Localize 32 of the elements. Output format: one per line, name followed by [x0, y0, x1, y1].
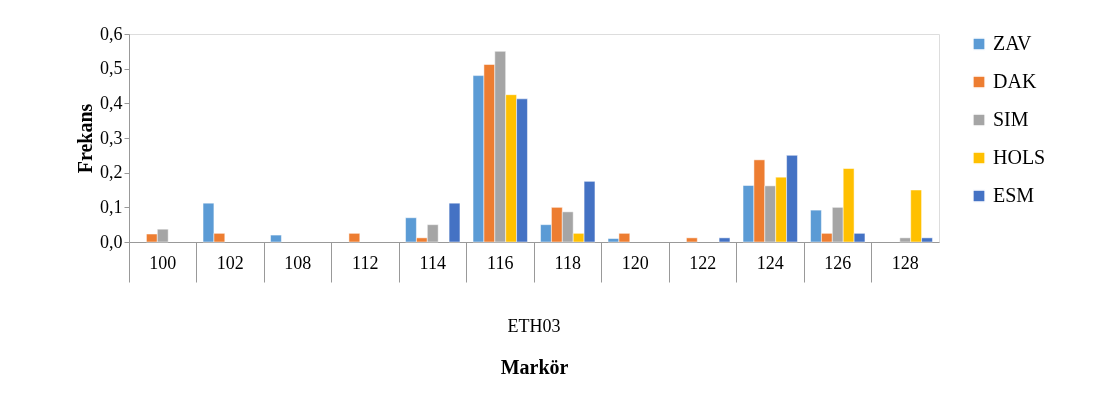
y-axis-title: Frekans	[74, 103, 96, 174]
y-tick-label: 0,1	[100, 196, 123, 217]
x-tick-label: 108	[284, 252, 312, 273]
x-axis-title: Markör	[500, 356, 569, 378]
y-tick-label: 0,2	[100, 162, 123, 183]
legend-label: ZAV	[993, 32, 1033, 54]
y-tick-label: 0,5	[100, 58, 123, 79]
text: ETH03	[507, 316, 561, 336]
x-tick-label: 100	[149, 252, 177, 273]
bar	[686, 237, 698, 243]
bar	[448, 202, 461, 243]
legend-label: SIM	[993, 108, 1029, 130]
x-tick-label: 118	[554, 252, 581, 273]
legend-label: DAK	[993, 70, 1037, 92]
bar	[270, 234, 282, 243]
y-tick-label: 0,4	[100, 92, 123, 113]
legend-label: ESM	[993, 184, 1035, 206]
x-tick-label: 124	[756, 252, 784, 273]
x-tick-label: 112	[352, 252, 379, 273]
x-tick-label: 128	[891, 252, 919, 273]
legend-label: HOLS	[993, 146, 1046, 168]
y-tick-label: 0,0	[100, 231, 123, 252]
x-tick-label: 122	[689, 252, 717, 273]
y-tick-label: 0,6	[100, 23, 123, 44]
x-tick-label: 120	[621, 252, 649, 273]
x-tick-label: 126	[824, 252, 852, 273]
bar	[348, 233, 361, 243]
bar	[718, 237, 731, 243]
y-tick-label: 0,3	[100, 127, 123, 148]
x-tick-label: 116	[487, 252, 514, 273]
x-tick-label: 102	[216, 252, 244, 273]
x-tick-label: 114	[419, 252, 446, 273]
